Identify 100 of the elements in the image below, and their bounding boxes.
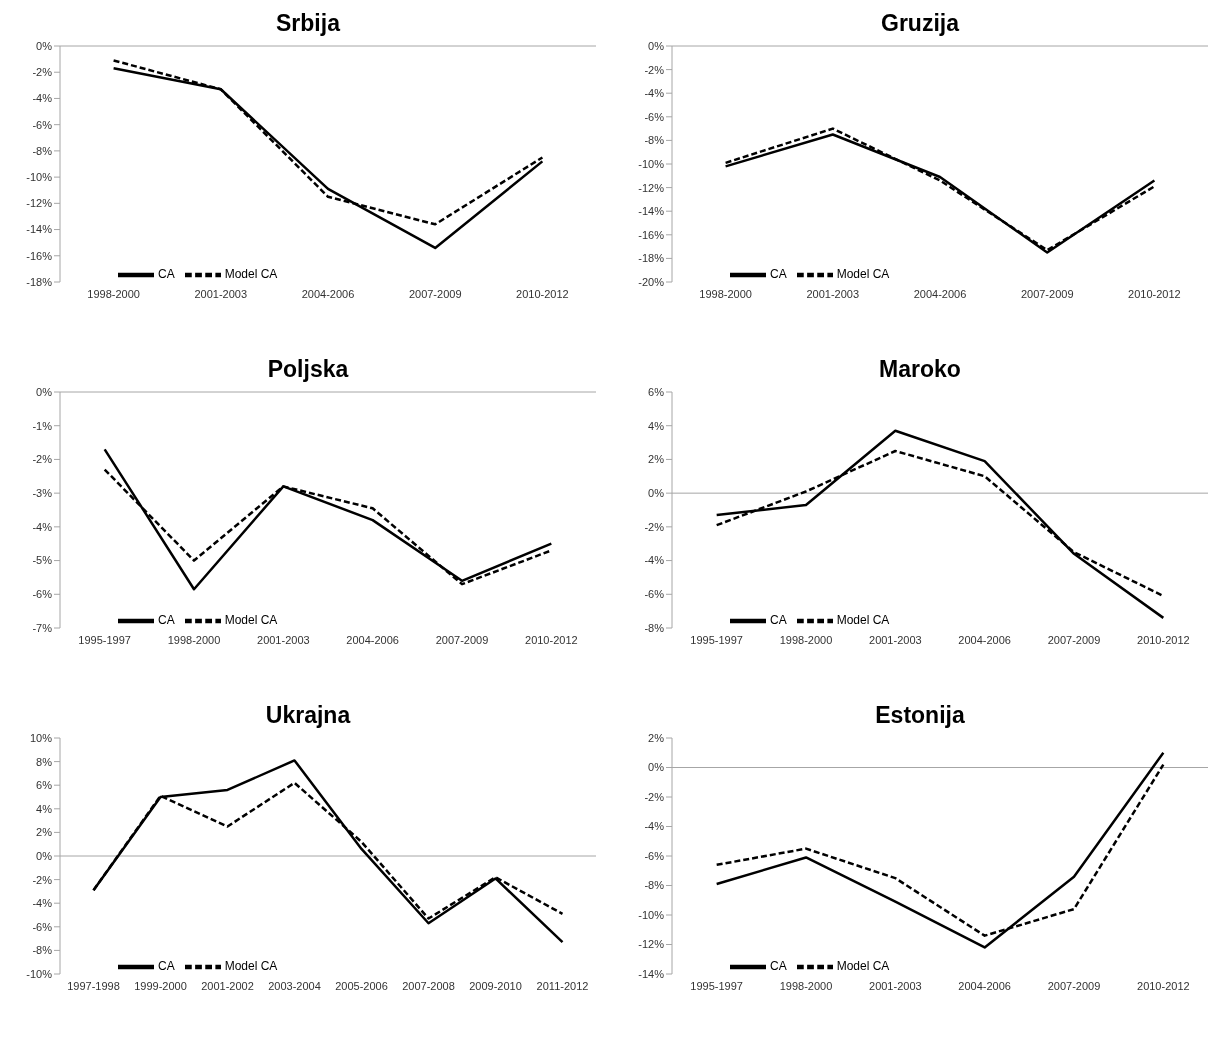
y-tick-label: 0% [648,487,665,500]
legend-label: CA [158,613,175,628]
y-tick-label: -14% [638,967,665,980]
y-tick-label: -2% [644,520,665,533]
x-tick-label: 2001-2003 [869,633,922,646]
y-tick-label: -6% [32,588,53,601]
y-tick-label: -1% [32,419,53,432]
x-tick-label: 2001-2002 [201,979,254,992]
y-tick-label: -8% [644,621,665,634]
x-tick-label: 1995-1997 [690,633,743,646]
y-tick-label: 0% [36,849,53,862]
y-tick-label: -10% [638,157,665,170]
x-tick-label: 2007-2008 [402,979,455,992]
x-tick-label: 1998-2000 [87,287,140,300]
y-tick-label: -2% [32,453,53,466]
x-tick-label: 2003-2004 [268,979,321,992]
y-tick-label: 4% [648,419,665,432]
y-tick-label: -14% [638,205,665,218]
y-tick-label: 0% [648,761,665,774]
x-tick-label: 2007-2009 [1020,287,1074,300]
x-tick-label: 1995-1997 [78,633,131,646]
y-tick-label: -20% [638,275,665,288]
x-tick-label: 2010-2012 [525,633,578,646]
x-tick-label: 1999-2000 [134,979,187,992]
y-tick-label: -8% [644,134,665,147]
legend-label: CA [770,613,787,628]
y-tick-label: -5% [32,554,53,567]
legend-label: Model CA [224,959,278,974]
y-tick-label: -8% [644,879,665,892]
legend-label: Model CA [224,267,278,282]
y-tick-label: -4% [644,554,665,567]
y-tick-label: 2% [648,453,665,466]
y-tick-label: -2% [32,66,53,79]
y-tick-label: 2% [36,826,53,839]
y-tick-label: -4% [644,87,665,100]
y-tick-label: -2% [32,873,53,886]
chart-title: Poljska [266,355,350,384]
legend-label: CA [770,267,787,282]
x-tick-label: 1998-2000 [779,979,833,992]
y-tick-label: -12% [26,197,53,210]
x-tick-label: 1997-1998 [67,979,120,992]
y-tick-label: -12% [638,181,665,194]
x-tick-label: 2001-2003 [194,287,248,300]
y-tick-label: -8% [32,144,53,157]
x-tick-label: 1998-2000 [779,633,833,646]
y-tick-label: -6% [644,588,665,601]
y-tick-label: -4% [32,897,53,910]
y-tick-label: 6% [648,385,665,398]
x-tick-label: 2009-2010 [469,979,522,992]
legend-label: CA [158,959,175,974]
y-tick-label: -7% [32,621,53,634]
y-tick-label: 4% [36,802,53,815]
x-tick-label: 2001-2003 [869,979,922,992]
x-tick-label: 2004-2006 [913,287,967,300]
legend-label: CA [770,959,787,974]
y-tick-label: 2% [648,731,665,744]
legend-label: Model CA [836,613,890,628]
y-tick-label: -2% [644,63,665,76]
chart-title: Ukrajna [264,701,352,730]
x-tick-label: 2010-2012 [1137,979,1190,992]
x-tick-label: 2007-2009 [435,633,489,646]
y-tick-label: -4% [32,520,53,533]
y-tick-label: 6% [36,779,53,792]
y-tick-label: -8% [32,944,53,957]
x-tick-label: 1998-2000 [167,633,221,646]
y-tick-label: -10% [26,171,53,184]
y-tick-label: -12% [638,938,665,951]
x-tick-label: 2011-2012 [536,979,589,992]
y-tick-label: -10% [638,908,665,921]
y-tick-label: -6% [32,920,53,933]
y-tick-label: -14% [26,223,53,236]
y-tick-label: -6% [644,849,665,862]
y-tick-label: 0% [36,39,53,52]
y-tick-label: 10% [29,731,53,744]
x-tick-label: 2004-2006 [958,633,1011,646]
x-tick-label: 2005-2006 [335,979,388,992]
chart-title: Srbija [275,9,342,38]
y-tick-label: -6% [32,118,53,131]
chart-title: Maroko [878,355,962,384]
x-tick-label: 2007-2009 [1047,633,1101,646]
legend-label: Model CA [224,613,278,628]
x-tick-label: 2004-2006 [958,979,1011,992]
x-tick-label: 2010-2012 [1137,633,1190,646]
y-tick-label: -18% [638,252,665,265]
legend-label: Model CA [836,267,890,282]
y-tick-label: -16% [26,249,53,262]
y-tick-label: -10% [26,967,53,980]
y-tick-label: 0% [36,385,53,398]
x-tick-label: 2010-2012 [516,287,569,300]
x-tick-label: 2007-2009 [1047,979,1101,992]
y-tick-label: -2% [644,790,665,803]
chart-title: Gruzija [880,9,961,38]
y-tick-label: -6% [644,110,665,123]
x-tick-label: 2010-2012 [1128,287,1181,300]
y-tick-label: -18% [26,275,53,288]
x-tick-label: 2004-2006 [301,287,355,300]
y-tick-label: 8% [36,755,53,768]
chart-title: Estonija [874,701,966,730]
legend-label: Model CA [836,959,890,974]
y-tick-label: 0% [648,39,665,52]
